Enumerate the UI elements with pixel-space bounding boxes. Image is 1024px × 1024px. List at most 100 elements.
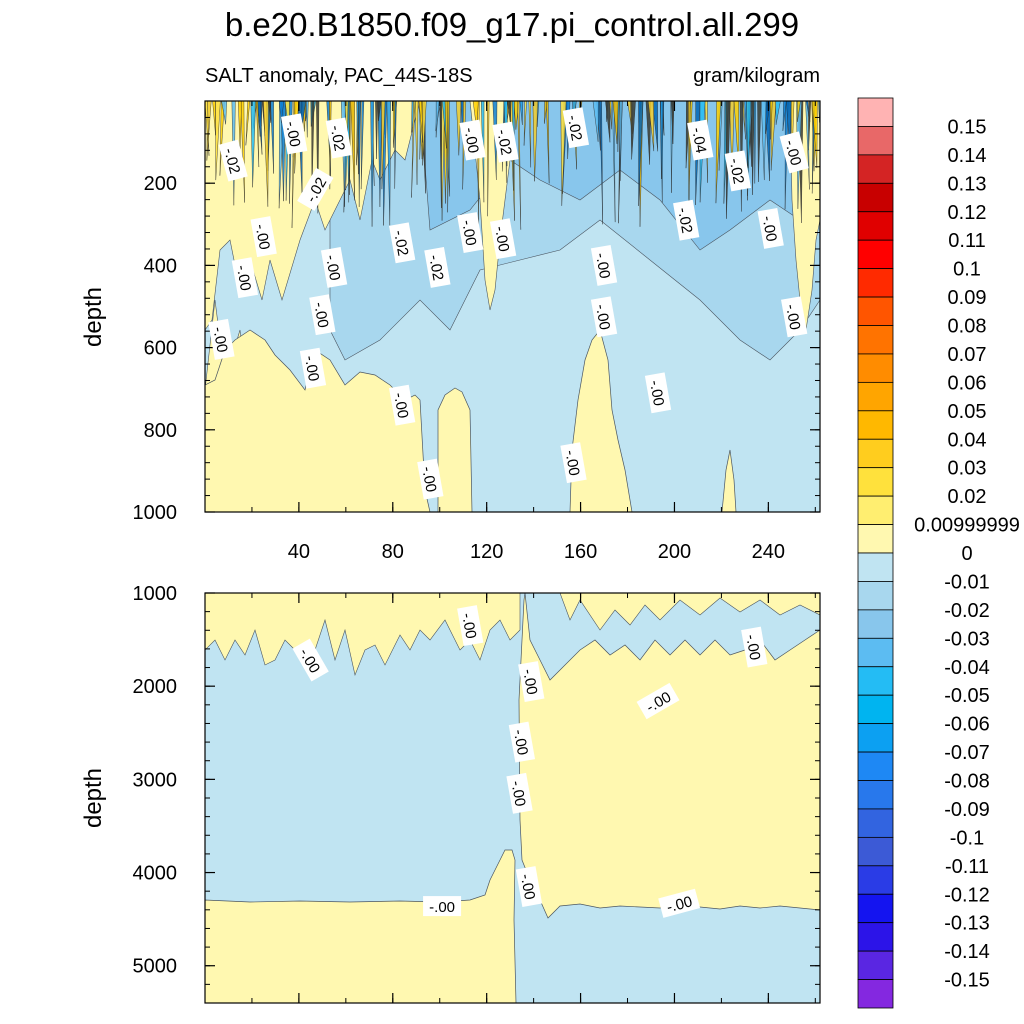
colorbar-swatch — [857, 239, 894, 270]
colorbar-swatch — [857, 723, 894, 753]
contour-label: -.00 — [518, 661, 545, 702]
contour-label-text: -.00 — [592, 303, 613, 331]
contour-label-bg — [781, 296, 808, 338]
surface-streak — [769, 101, 773, 140]
colorbar-label: 0.05 — [948, 401, 987, 423]
colorbar-label: 0.15 — [948, 116, 987, 138]
contour-label-bg — [636, 682, 680, 720]
y-tick-label: 5000 — [133, 956, 178, 978]
surface-streak — [418, 101, 423, 143]
surface-streak — [212, 101, 216, 136]
contour-label: -.00 — [423, 896, 462, 917]
contour-label-text: -.04 — [688, 126, 709, 154]
contour-label: -.00 — [457, 605, 484, 647]
colorbar-swatch — [857, 296, 894, 326]
contour-label-text: -.02 — [425, 254, 446, 282]
contour-label: -.00 — [560, 442, 587, 484]
contour-label-text: -.00 — [665, 893, 694, 916]
colorbar-swatch — [857, 581, 894, 611]
y-tick-label: 600 — [144, 338, 177, 360]
contour-label: -.00 — [508, 721, 536, 763]
surface-streak — [630, 101, 636, 160]
y-tick-label: 200 — [144, 173, 177, 195]
contour-label-text: -.00 — [561, 449, 582, 477]
contour-label-bg — [590, 296, 618, 338]
colorbar-swatch — [857, 751, 894, 781]
contour-label-text: -.00 — [517, 873, 538, 901]
contour-label: -.00 — [250, 216, 277, 258]
contour-label: -.02 — [492, 121, 519, 163]
surface-streak — [278, 101, 285, 123]
surface-streak — [446, 101, 450, 213]
surface-streak — [670, 101, 675, 144]
surface-streak — [605, 101, 611, 143]
bottom-yellow-top-band — [205, 593, 521, 677]
contour-label-text: -.02 — [726, 157, 747, 185]
contour-label-text: -.00 — [742, 633, 763, 661]
contour-label: -.00 — [208, 318, 235, 360]
contour-label-text: -.00 — [209, 325, 230, 353]
surface-streak — [599, 101, 603, 225]
colorbar-label: -0.15 — [944, 970, 990, 992]
contour-label-text: -.00 — [429, 899, 455, 916]
colorbar-swatch — [857, 609, 894, 639]
colorbar-swatch — [857, 353, 894, 383]
colorbar-swatch — [857, 865, 894, 895]
surface-streak — [648, 101, 655, 152]
colorbar-label: 0.00999999 — [914, 515, 1020, 537]
surface-streak — [442, 101, 447, 149]
surface-streak — [263, 101, 269, 207]
surface-streak — [215, 101, 221, 181]
contour-label-text: -.00 — [507, 779, 528, 807]
colorbar-swatch — [857, 438, 894, 469]
contour-label-text: -.00 — [233, 264, 254, 292]
contour-label-bg — [562, 107, 590, 149]
colorbar-swatch — [857, 637, 894, 668]
contour-label: -.00 — [417, 458, 444, 500]
contour-label: -.00 — [741, 626, 768, 668]
surface-streak — [358, 101, 362, 207]
contour-label: -.00 — [231, 257, 259, 299]
contour-label-bg — [231, 257, 259, 299]
colorbar-label: 0.13 — [948, 173, 987, 195]
surface-streak — [790, 101, 795, 157]
colorbar-label: -0.04 — [944, 657, 990, 679]
contour-label: -.00 — [779, 131, 809, 174]
contour-label-text: -.00 — [458, 219, 479, 247]
bottom-yellow-topcenter — [559, 593, 820, 631]
colorbar-swatch — [857, 808, 894, 838]
y-tick-label: 3000 — [133, 769, 178, 791]
colorbar-swatch — [857, 211, 894, 241]
contour-label: -.00 — [457, 212, 484, 253]
contour-label-text: -.00 — [322, 254, 343, 282]
x-tick-label: 40 — [288, 541, 310, 563]
surface-streak — [715, 101, 721, 204]
colorbar-swatch — [857, 97, 894, 127]
contour-label-bg — [292, 638, 329, 682]
colorbar-swatch — [857, 268, 894, 298]
colorbar-swatch — [857, 495, 894, 525]
contour-label-text: -.02 — [493, 128, 514, 156]
contour-label-text: -.00 — [252, 223, 273, 251]
colorbar-swatch — [857, 552, 894, 582]
contour-label: -.02 — [673, 199, 700, 241]
contour-label: -.00 — [644, 372, 672, 414]
x-tick-labels: 40 80 120 160 200 240 — [288, 541, 785, 563]
contour-label-text: -.02 — [220, 146, 243, 175]
surface-streak — [456, 101, 462, 156]
top-yellow-right-sliver — [721, 449, 737, 512]
contour-label: -.00 — [281, 113, 308, 155]
contour-label-bg — [724, 150, 751, 192]
surface-streak — [507, 101, 512, 125]
contour-label-bg — [492, 121, 519, 163]
colorbar-label: -0.14 — [944, 941, 990, 963]
surface-streak — [370, 101, 375, 227]
chart-subtitle-right: gram/kilogram — [693, 65, 820, 87]
contour-label-bg — [518, 661, 545, 702]
surface-streak — [733, 101, 740, 174]
surface-streak — [592, 101, 599, 142]
contour-label: -.02 — [389, 222, 416, 264]
contour-label: -.00 — [489, 218, 517, 260]
surface-streak — [311, 101, 315, 196]
colorbar-swatch — [857, 780, 894, 810]
